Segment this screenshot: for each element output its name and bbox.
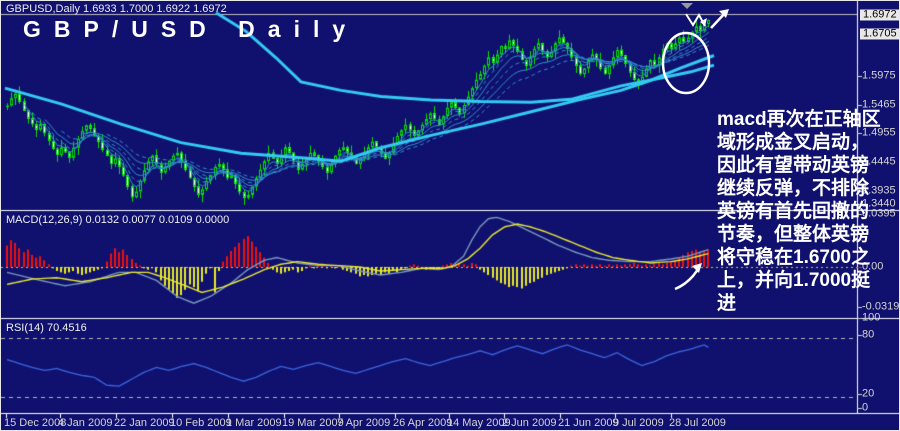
macd-tick-label: 0.0395 [862,207,896,220]
annotation-text-line: 继续反弹，不排除 [717,178,870,199]
date-tick-label: 1 Mar 2009 [226,417,282,429]
price-tick-label: 1.3935 [862,184,896,197]
rsi-indicator-label: RSI(14) 70.4516 [6,322,87,334]
rsi-tick-label: 100 [862,311,881,324]
date-tick-label: 19 Mar 2009 [282,417,344,429]
annotation-text-line: macd再次在正轴区 [717,109,881,130]
current-price-label: 1.6972 [860,9,899,21]
macd-tick-label: -0.0319 [862,300,900,313]
annotation-text-line: 上，并向1.7000挺 [717,270,871,291]
price-tick-label: 1.3440 [862,197,896,210]
price-tick-label: 1.4955 [862,126,896,139]
macd-indicator-label: MACD(12,26,9) 0.0132 0.0077 0.0109 0.000… [6,214,230,226]
rsi-tick-label: 0 [862,401,869,414]
macd-tick-label: 0.00 [862,260,884,273]
price-tick-label: 1.5975 [862,69,896,82]
annotation-text-line: 英镑有首先回撤的 [717,201,870,222]
analysis-annotation: macd再次在正轴区 域形成金叉启动， 因此有望带动英镑 继续反弹，不排除 英镑有首先回… [717,108,881,315]
date-tick-label: 14 May 2009 [447,417,511,429]
date-tick-label: 10 Feb 2009 [170,417,232,429]
chart-watermark: GBP/USD Daily [23,16,359,42]
rsi-tick-label: 80 [862,328,875,341]
annotation-text-line: 进 [717,293,737,314]
rsi-tick-label: 20 [862,387,875,400]
current-price-label: 1.6705 [860,28,899,40]
annotation-text-line: 将守稳在1.6700之 [717,247,871,268]
annotation-text-line: 域形成金叉启动， [717,132,870,153]
chart-info-bar: GBPUSD,Daily 1.6933 1.7000 1.6922 1.6972 [6,3,227,15]
annotation-text-line: 因此有望带动英镑 [717,155,870,176]
date-tick-label: 26 Apr 2009 [393,417,453,429]
date-tick-label: 22 Jan 2009 [114,417,175,429]
price-tick-label: 1.5465 [862,98,896,111]
annotation-text-line: 节奏，但整体英镑 [717,224,870,245]
date-tick-label: 2 Jun 2009 [502,417,557,429]
date-tick-label: 7 Apr 2009 [337,417,391,429]
price-tick-label: 1.4445 [862,155,896,168]
date-tick-label: 28 Jul 2009 [669,417,726,429]
date-tick-label: 15 Dec 2008 [4,417,67,429]
date-tick-label: 4 Jan 2009 [58,417,113,429]
date-tick-label: 21 Jun 2009 [558,417,619,429]
date-tick-label: 9 Jul 2009 [613,417,664,429]
